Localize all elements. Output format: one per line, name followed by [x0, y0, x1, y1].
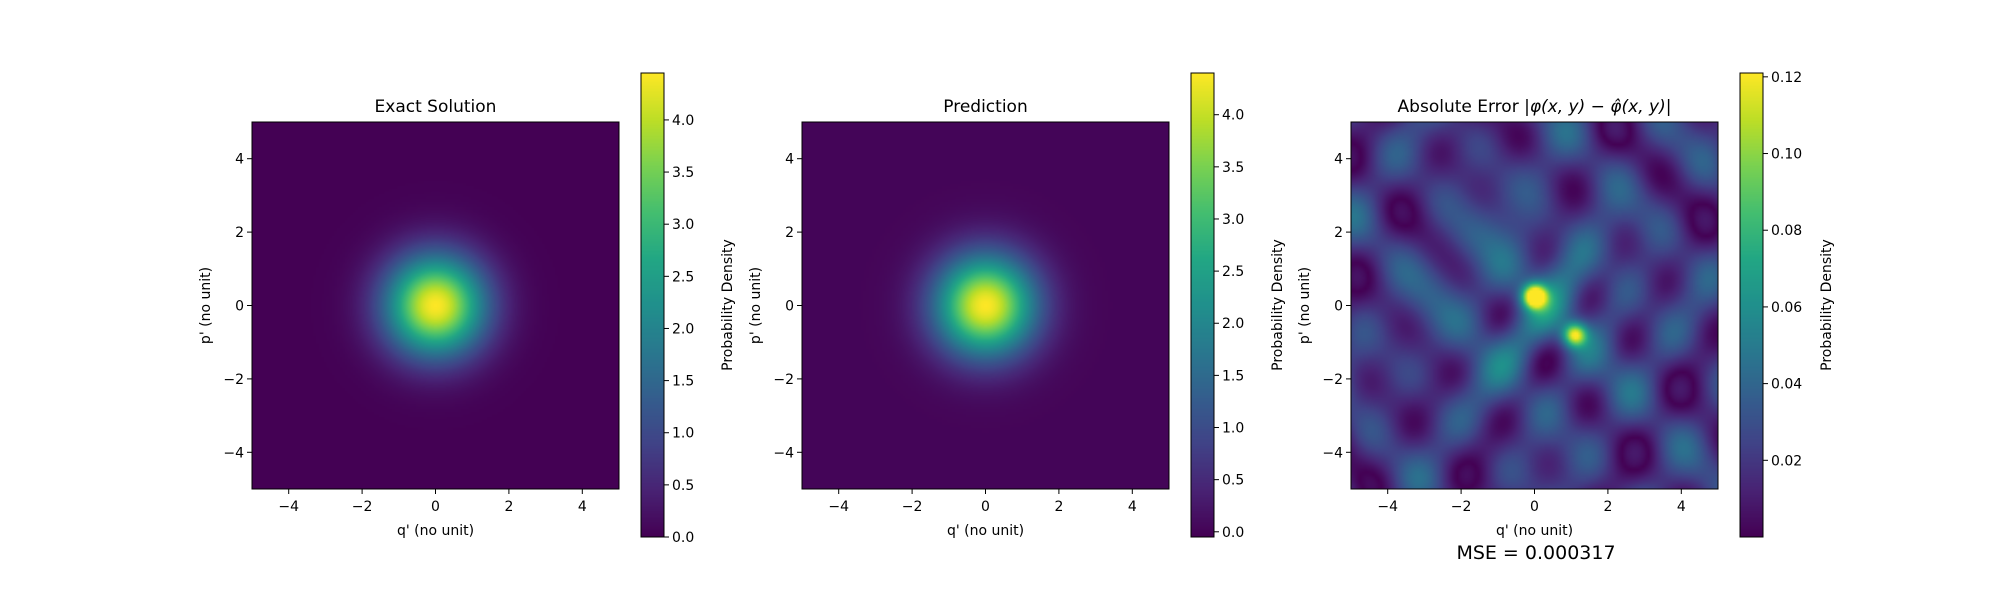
y-tick-label: 0 [1334, 299, 1343, 315]
mse-text: MSE = 0.000317 [1456, 542, 1615, 564]
x-axis-label: q' (no unit) [947, 523, 1024, 539]
y-tick-label: 2 [1334, 225, 1343, 241]
colorbar-tick-label: 3.5 [672, 165, 694, 181]
colorbar-label: Probability Density [1819, 239, 1835, 371]
chart-title: Exact Solution [375, 97, 497, 117]
x-tick-label: −2 [902, 499, 923, 515]
x-tick-label: −4 [278, 499, 299, 515]
colorbar-tick-label: 0.02 [1771, 453, 1802, 469]
x-tick-label: 4 [1128, 499, 1137, 515]
x-tick-label: 0 [1530, 499, 1539, 515]
x-tick-label: 2 [1603, 499, 1612, 515]
colorbar-tick-label: 0.12 [1771, 70, 1802, 86]
colorbar-tick-label: 0.06 [1771, 300, 1802, 316]
colorbar-frame [1739, 72, 1764, 538]
colorbar-tick-label: 1.5 [672, 374, 694, 390]
panel-1: −4 −2 0 2 4 −4 −2 0 2 4 q' (no unit) p' (no unit) Ex… [198, 72, 736, 546]
x-tick-label: −4 [1377, 499, 1398, 515]
y-tick-label: −4 [1322, 445, 1343, 461]
y-axis-label: p' (no unit) [748, 267, 764, 344]
y-tick-label: −4 [223, 445, 244, 461]
colorbar-frame [640, 72, 665, 538]
chart-title: Absolute Error |φ(x, y) − φ̂(x, y)| [1398, 97, 1672, 117]
x-axis-label: q' (no unit) [1496, 523, 1573, 539]
colorbar-tick-label: 2.0 [672, 321, 694, 337]
colorbar-gradient [1191, 73, 1214, 537]
y-tick-label: 4 [235, 152, 244, 168]
colorbar-tick-label: 2.0 [1222, 316, 1244, 332]
colorbar-tick-label: 4.0 [1222, 108, 1244, 124]
y-tick-label: −2 [773, 372, 794, 388]
y-tick-label: 4 [1334, 152, 1343, 168]
heatmap-image [252, 122, 619, 489]
x-tick-label: −2 [352, 499, 373, 515]
x-tick-label: −4 [828, 499, 849, 515]
colorbar-tick-label: 0.0 [672, 530, 694, 546]
y-tick-label: 0 [785, 299, 794, 315]
y-tick-label: 2 [785, 225, 794, 241]
colorbar-tick-label: 3.0 [672, 217, 694, 233]
colorbar-frame [1190, 72, 1215, 538]
y-tick-label: 2 [235, 225, 244, 241]
colorbar-tick-label: 4.0 [672, 113, 694, 129]
panel-2: −4 −2 0 2 4 −4 −2 0 2 4 q' (no unit) p' (no unit) Pr… [748, 72, 1286, 541]
y-tick-label: −2 [223, 372, 244, 388]
colorbar-tick-label: 1.5 [1222, 368, 1244, 384]
y-axis-label: p' (no unit) [198, 267, 214, 344]
colorbar-tick-label: 1.0 [1222, 421, 1244, 437]
colorbar-label: Probability Density [720, 239, 736, 371]
colorbar-tick-label: 3.0 [1222, 212, 1244, 228]
colorbar-tick-label: 1.0 [672, 426, 694, 442]
colorbar-tick-label: 0.04 [1771, 377, 1802, 393]
panel-3: −4 −2 0 2 4 −4 −2 0 2 4 q' (no unit) p' (no unit) Ab… [1297, 70, 1835, 539]
y-tick-label: 4 [785, 152, 794, 168]
colorbar-gradient [1740, 73, 1763, 537]
x-tick-label: 0 [981, 499, 990, 515]
y-tick-label: −4 [773, 445, 794, 461]
colorbar-tick-label: 0.5 [1222, 473, 1244, 489]
x-tick-label: 2 [1054, 499, 1063, 515]
y-tick-label: −2 [1322, 372, 1343, 388]
x-axis-label: q' (no unit) [397, 523, 474, 539]
colorbar-gradient [641, 73, 664, 537]
colorbar-tick-label: 3.5 [1222, 160, 1244, 176]
colorbar-tick-label: 2.5 [1222, 264, 1244, 280]
colorbar-tick-label: 0.5 [672, 478, 694, 494]
y-axis-label: p' (no unit) [1297, 267, 1313, 344]
x-tick-label: 0 [431, 499, 440, 515]
y-tick-label: 0 [235, 299, 244, 315]
x-tick-label: 4 [1677, 499, 1686, 515]
heatmap-image [1351, 122, 1718, 489]
x-tick-label: 4 [578, 499, 587, 515]
colorbar-tick-label: 0.08 [1771, 223, 1802, 239]
colorbar-tick-label: 0.0 [1222, 525, 1244, 541]
chart-title: Prediction [943, 97, 1027, 117]
colorbar-label: Probability Density [1270, 239, 1286, 371]
x-tick-label: −2 [1451, 499, 1472, 515]
colorbar-tick-label: 2.5 [672, 269, 694, 285]
heatmap-image [802, 122, 1169, 489]
x-tick-label: 2 [504, 499, 513, 515]
colorbar-tick-label: 0.10 [1771, 147, 1802, 163]
